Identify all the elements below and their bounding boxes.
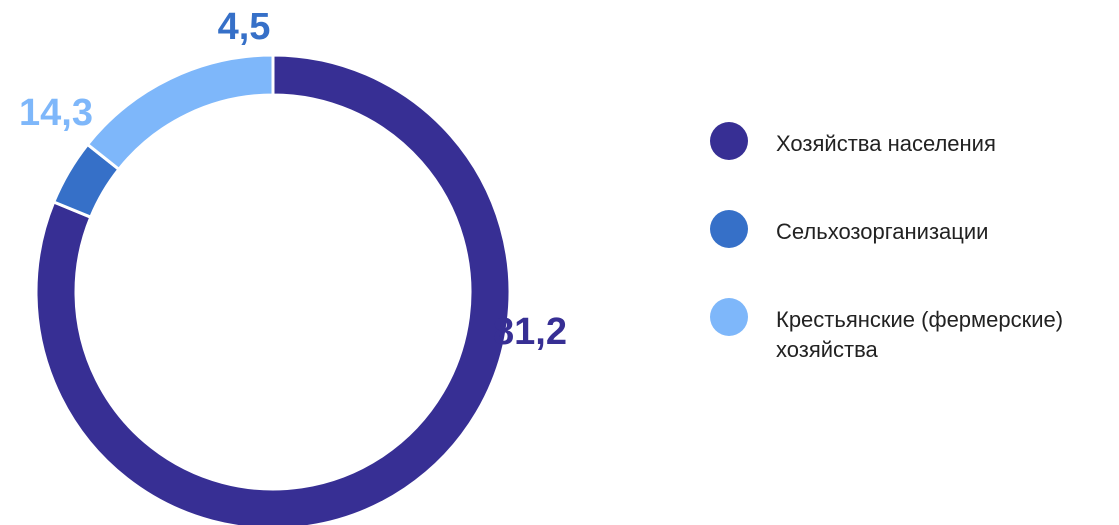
legend-label-agri-organizations: Сельхозорганизации xyxy=(776,219,989,244)
legend-swatch-households xyxy=(710,122,748,160)
value-label-agri-organizations: 4,5 xyxy=(218,6,271,48)
legend-swatch-farms xyxy=(710,298,748,336)
chart-legend: Хозяйства населения Сельхозорганизации К… xyxy=(710,122,1110,398)
donut-value-labels: 81,2 4,5 14,3 xyxy=(19,6,567,353)
value-label-households: 81,2 xyxy=(493,311,567,353)
legend-swatch-agri-organizations xyxy=(710,210,748,248)
donut-slices xyxy=(34,53,512,525)
donut-slice-households xyxy=(34,53,512,525)
legend-item-households: Хозяйства населения xyxy=(710,122,1110,210)
legend-label-households: Хозяйства населения xyxy=(776,131,996,156)
legend-label-farms: Крестьянские (фермерские) хозяйства xyxy=(776,307,1064,362)
legend-item-farms: Крестьянские (фермерские) хозяйства xyxy=(710,298,1110,398)
legend-item-agri-organizations: Сельхозорганизации xyxy=(710,210,1110,298)
donut-slice-farms xyxy=(85,53,275,172)
value-label-farms: 14,3 xyxy=(19,92,93,134)
